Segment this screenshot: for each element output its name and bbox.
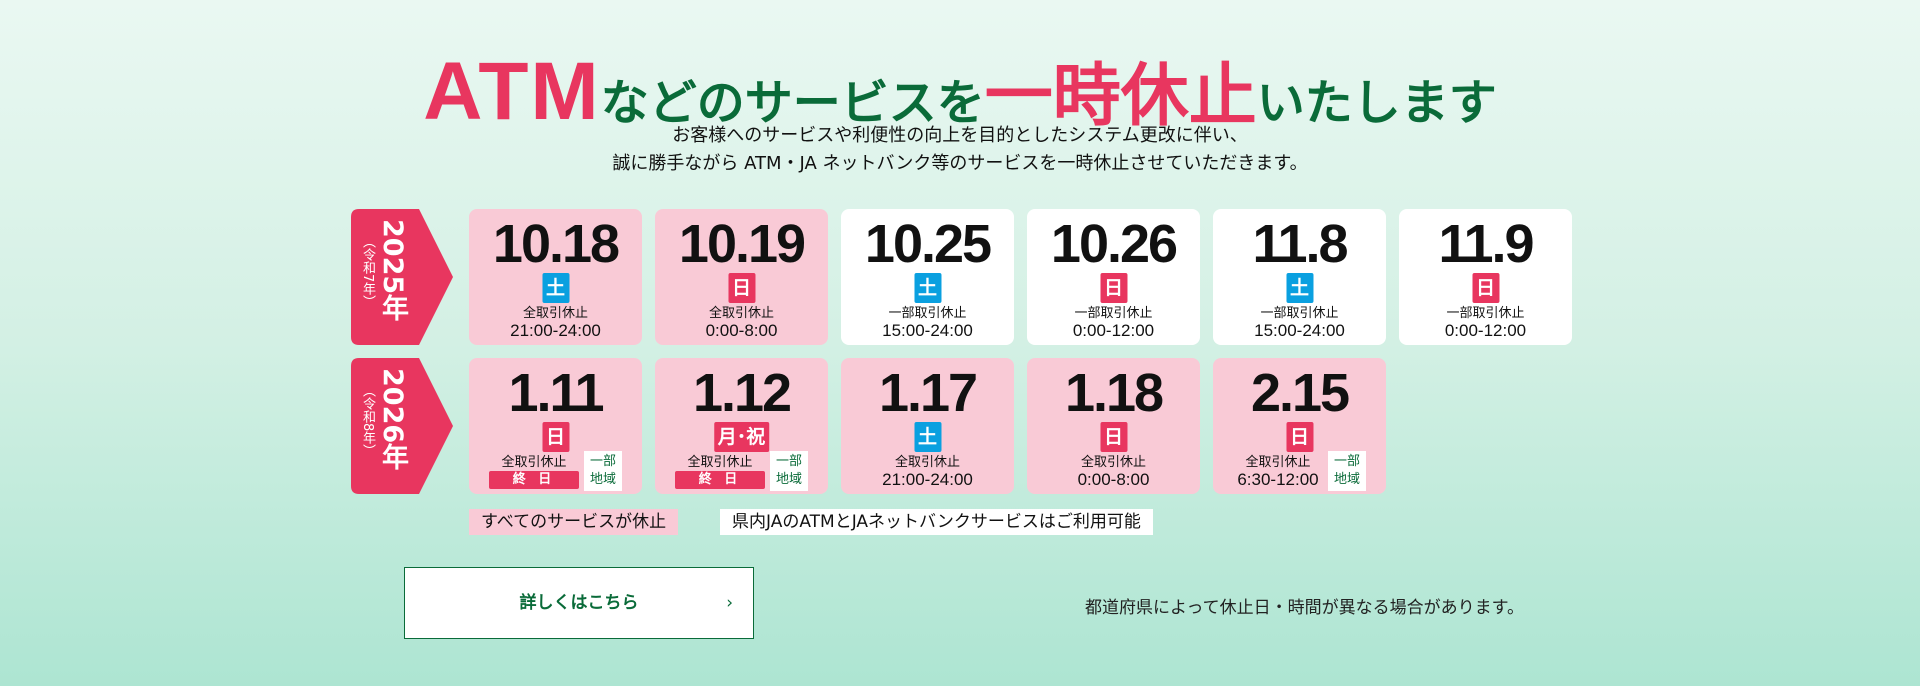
suspension-type: 一部取引休止 [1074,306,1153,321]
suspension-time: 0:00-8:00 [1077,470,1150,489]
weekday-badge: 日 [1099,422,1128,452]
date-text: 1.11 [508,363,604,423]
suspension-type: 全取引休止 [1245,455,1311,470]
partial-region-badge: 一部 地域 [770,451,808,491]
date-text: 1.18 [1064,363,1164,423]
weekday-badge: 土 [913,422,942,452]
date-card: 2.15 日全取引休止 6:30-12:00 一部 地域 [1213,358,1386,494]
suspension-time: 6:30-12:00 [1237,470,1319,489]
date-card: 11.9 日一部取引休止 0:00-12:00 [1399,209,1572,345]
suspension-time: 0:00-8:00 [705,321,778,340]
subtitle: お客様へのサービスや利便性の向上を目的としたシステム更改に伴い、 誠に勝手ながら… [612,125,1308,174]
suspension-type: 全取引休止 [1080,455,1146,470]
suspension-type: 一部取引休止 [888,306,967,321]
legend-partial-suspension: 県内JAのATMとJAネットバンクサービスはご利用可能 [720,509,1153,535]
date-card: 10.18 土全取引休止 21:00-24:00 [469,209,642,345]
date-text: 11.8 [1252,214,1348,274]
date-card: 10.26 日一部取引休止 0:00-12:00 [1027,209,1200,345]
all-day-badge: 終 日 [675,471,765,489]
date-card: 10.25 土一部取引休止 15:00-24:00 [841,209,1014,345]
suspension-type: 全取引休止 [894,455,960,470]
weekday-badge: 土 [913,273,942,303]
suspension-time: 21:00-24:00 [510,321,601,340]
suspension-time: 15:00-24:00 [882,321,973,340]
all-day-badge: 終 日 [489,471,579,489]
date-text: 1.17 [878,363,978,423]
weekday-badge: 日 [1285,422,1314,452]
weekday-badge: 土 [1285,273,1314,303]
date-card: 1.12 月･祝全取引休止終 日一部 地域 [655,358,828,494]
date-text: 11.9 [1438,214,1534,274]
era-label: （令和7年） [360,235,375,309]
year-text: 2025年 [377,219,408,322]
note: 都道府県によって休止日・時間が異なる場合があります。 [1085,598,1524,618]
suspension-time: 15:00-24:00 [1254,321,1345,340]
suspension-time: 0:00-12:00 [1072,321,1155,340]
legend-full-suspension: すべてのサービスが休止 [469,509,679,535]
weekday-badge: 月･祝 [713,422,770,452]
date-text: 10.19 [678,214,806,274]
date-card: 10.19 日全取引休止 0:00-8:00 [655,209,828,345]
suspension-type: 全取引休止 [501,455,567,470]
year-arrow-shape [351,358,453,494]
era-label: （令和8年） [360,384,375,458]
suspension-type: 全取引休止 [687,455,753,470]
weekday-badge: 日 [541,422,570,452]
weekday-badge: 土 [541,273,570,303]
suspension-type: 全取引休止 [522,306,588,321]
suspension-type: 全取引休止 [708,306,774,321]
suspension-type: 一部取引休止 [1446,306,1525,321]
year-text: 2026年 [377,368,408,471]
date-card: 1.17 土全取引休止 21:00-24:00 [841,358,1014,494]
partial-region-badge: 一部 地域 [584,451,622,491]
date-card: 1.18 日全取引休止 0:00-8:00 [1027,358,1200,494]
year-label: （令和7年） 2025年 [351,209,453,345]
suspension-time: 21:00-24:00 [882,470,973,489]
date-card: 1.11 日全取引休止終 日一部 地域 [469,358,642,494]
year-arrow-shape [351,209,453,345]
date-text: 10.18 [492,214,620,274]
weekday-badge: 日 [1099,273,1128,303]
partial-region-badge: 一部 地域 [1328,451,1366,491]
date-text: 10.25 [864,214,992,274]
date-text: 1.12 [692,363,792,423]
date-card: 11.8 土一部取引休止 15:00-24:00 [1213,209,1386,345]
year-label: （令和8年） 2026年 [351,358,453,494]
date-text: 10.26 [1050,214,1178,274]
weekday-badge: 日 [1471,273,1500,303]
suspension-type: 一部取引休止 [1260,306,1339,321]
page-title: ATMなどのサービスを一時休止いたします [423,46,1497,137]
date-text: 2.15 [1250,363,1350,423]
details-button[interactable]: 詳しくはこちら › [404,567,754,639]
weekday-badge: 日 [727,273,756,303]
chevron-right-icon: › [726,593,733,613]
suspension-time: 0:00-12:00 [1444,321,1527,340]
